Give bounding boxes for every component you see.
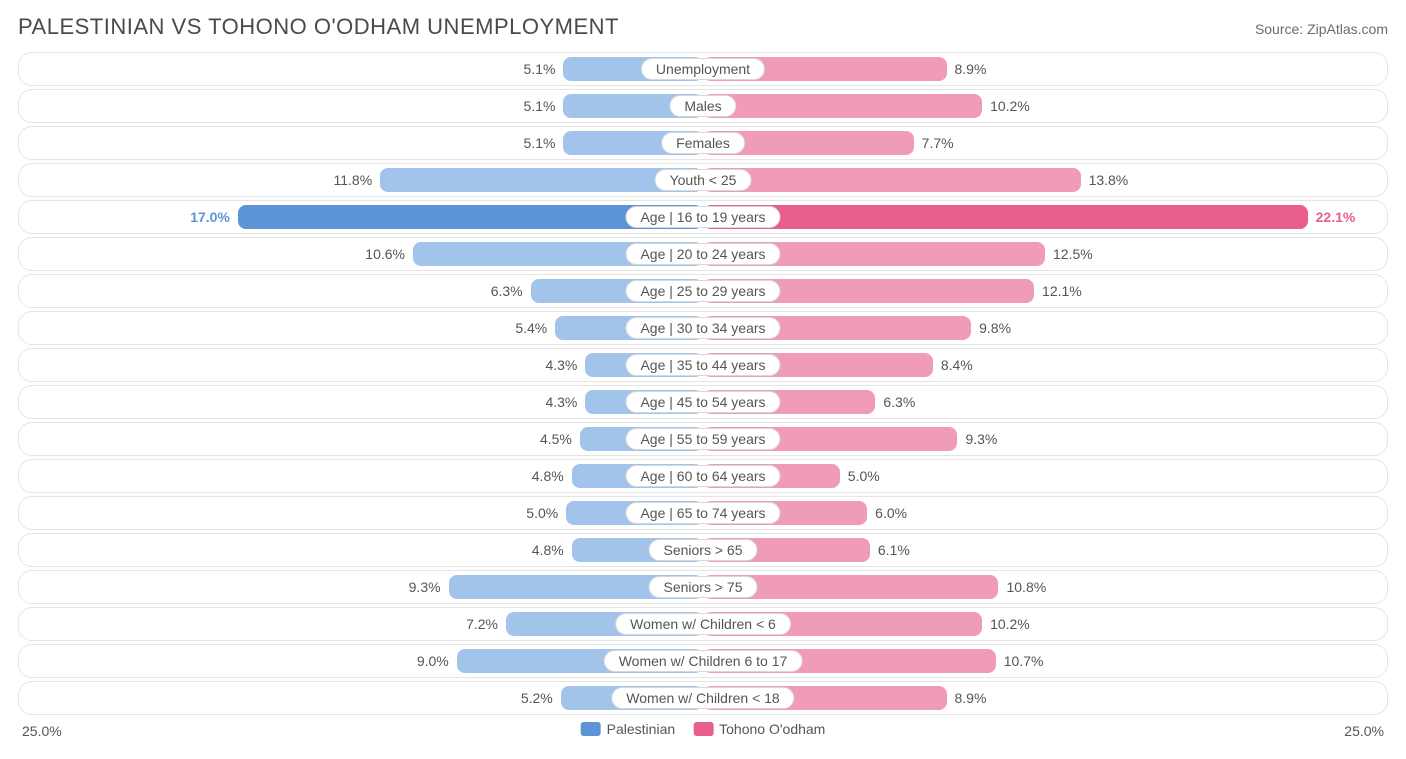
category-label: Females [661, 132, 745, 154]
chart-title: PALESTINIAN VS TOHONO O'ODHAM UNEMPLOYME… [18, 14, 619, 40]
bar-value-left: 11.8% [333, 164, 372, 196]
bar-value-right: 10.2% [990, 608, 1030, 640]
chart-row: 4.3% 8.4% Age | 35 to 44 years [18, 348, 1388, 382]
legend-label-right: Tohono O'odham [719, 721, 825, 737]
bar-value-left: 6.3% [491, 275, 523, 307]
bar-right [703, 205, 1308, 229]
category-label: Age | 30 to 34 years [625, 317, 780, 339]
bar-value-right: 13.8% [1089, 164, 1129, 196]
bar-value-left: 5.1% [524, 90, 556, 122]
bar-value-left: 5.4% [515, 312, 547, 344]
bar-value-right: 9.8% [979, 312, 1011, 344]
legend-label-left: Palestinian [607, 721, 676, 737]
category-label: Seniors > 65 [649, 539, 758, 561]
axis-label-right: 25.0% [1344, 723, 1384, 739]
category-label: Unemployment [641, 58, 765, 80]
chart-row: 4.8% 5.0% Age | 60 to 64 years [18, 459, 1388, 493]
category-label: Age | 20 to 24 years [625, 243, 780, 265]
category-label: Seniors > 75 [649, 576, 758, 598]
category-label: Age | 16 to 19 years [625, 206, 780, 228]
category-label: Women w/ Children < 6 [615, 613, 791, 635]
chart-source: Source: ZipAtlas.com [1255, 21, 1388, 37]
chart-footer: 25.0% 25.0% Palestinian Tohono O'odham [18, 721, 1388, 749]
legend-swatch-right [693, 722, 713, 736]
category-label: Age | 25 to 29 years [625, 280, 780, 302]
category-label: Youth < 25 [655, 169, 752, 191]
legend-item-right: Tohono O'odham [693, 721, 825, 737]
bar-value-left: 17.0% [190, 201, 230, 233]
chart-row: 6.3% 12.1% Age | 25 to 29 years [18, 274, 1388, 308]
chart-row: 10.6% 12.5% Age | 20 to 24 years [18, 237, 1388, 271]
bar-value-left: 5.1% [524, 53, 556, 85]
chart-header: PALESTINIAN VS TOHONO O'ODHAM UNEMPLOYME… [18, 14, 1388, 40]
bar-value-left: 5.0% [526, 497, 558, 529]
chart-row: 5.2% 8.9% Women w/ Children < 18 [18, 681, 1388, 715]
bar-value-right: 8.9% [955, 682, 987, 714]
bar-value-right: 10.8% [1006, 571, 1046, 603]
bar-value-left: 5.2% [521, 682, 553, 714]
bar-value-right: 6.1% [878, 534, 910, 566]
chart-row: 5.1% 7.7% Females [18, 126, 1388, 160]
bar-value-left: 4.5% [540, 423, 572, 455]
category-label: Age | 65 to 74 years [625, 502, 780, 524]
bar-value-left: 4.3% [545, 349, 577, 381]
bar-right [703, 94, 982, 118]
bar-value-left: 9.0% [417, 645, 449, 677]
chart-row: 5.4% 9.8% Age | 30 to 34 years [18, 311, 1388, 345]
bar-value-left: 7.2% [466, 608, 498, 640]
bar-value-left: 10.6% [365, 238, 405, 270]
chart-row: 5.0% 6.0% Age | 65 to 74 years [18, 496, 1388, 530]
bar-value-right: 12.5% [1053, 238, 1093, 270]
category-label: Age | 55 to 59 years [625, 428, 780, 450]
bar-right [703, 168, 1081, 192]
category-label: Age | 60 to 64 years [625, 465, 780, 487]
category-label: Age | 35 to 44 years [625, 354, 780, 376]
chart-row: 4.3% 6.3% Age | 45 to 54 years [18, 385, 1388, 419]
chart-legend: Palestinian Tohono O'odham [581, 721, 826, 737]
bar-value-right: 7.7% [922, 127, 954, 159]
chart-row: 4.8% 6.1% Seniors > 65 [18, 533, 1388, 567]
chart-row: 5.1% 10.2% Males [18, 89, 1388, 123]
bar-value-left: 4.8% [532, 460, 564, 492]
category-label: Males [669, 95, 736, 117]
bar-value-right: 6.0% [875, 497, 907, 529]
chart-row: 9.3% 10.8% Seniors > 75 [18, 570, 1388, 604]
chart-row: 5.1% 8.9% Unemployment [18, 52, 1388, 86]
axis-label-left: 25.0% [22, 723, 62, 739]
chart-row: 4.5% 9.3% Age | 55 to 59 years [18, 422, 1388, 456]
bar-value-right: 10.7% [1004, 645, 1044, 677]
category-label: Age | 45 to 54 years [625, 391, 780, 413]
legend-item-left: Palestinian [581, 721, 676, 737]
bar-value-right: 8.9% [955, 53, 987, 85]
bar-value-right: 5.0% [848, 460, 880, 492]
legend-swatch-left [581, 722, 601, 736]
chart-row: 7.2% 10.2% Women w/ Children < 6 [18, 607, 1388, 641]
bar-value-left: 9.3% [409, 571, 441, 603]
bar-value-left: 4.3% [545, 386, 577, 418]
bar-value-right: 6.3% [883, 386, 915, 418]
chart-row: 11.8% 13.8% Youth < 25 [18, 163, 1388, 197]
chart-row: 17.0% 22.1% Age | 16 to 19 years [18, 200, 1388, 234]
category-label: Women w/ Children < 18 [611, 687, 794, 709]
bar-value-left: 5.1% [524, 127, 556, 159]
diverging-bar-chart: 5.1% 8.9% Unemployment 5.1% 10.2% Males 5.1% 7.… [18, 52, 1388, 715]
category-label: Women w/ Children 6 to 17 [604, 650, 803, 672]
bar-value-right: 12.1% [1042, 275, 1082, 307]
bar-value-left: 4.8% [532, 534, 564, 566]
bar-value-right: 22.1% [1316, 201, 1356, 233]
bar-value-right: 10.2% [990, 90, 1030, 122]
bar-value-right: 8.4% [941, 349, 973, 381]
bar-value-right: 9.3% [965, 423, 997, 455]
chart-row: 9.0% 10.7% Women w/ Children 6 to 17 [18, 644, 1388, 678]
chart-container: PALESTINIAN VS TOHONO O'ODHAM UNEMPLOYME… [0, 0, 1406, 759]
